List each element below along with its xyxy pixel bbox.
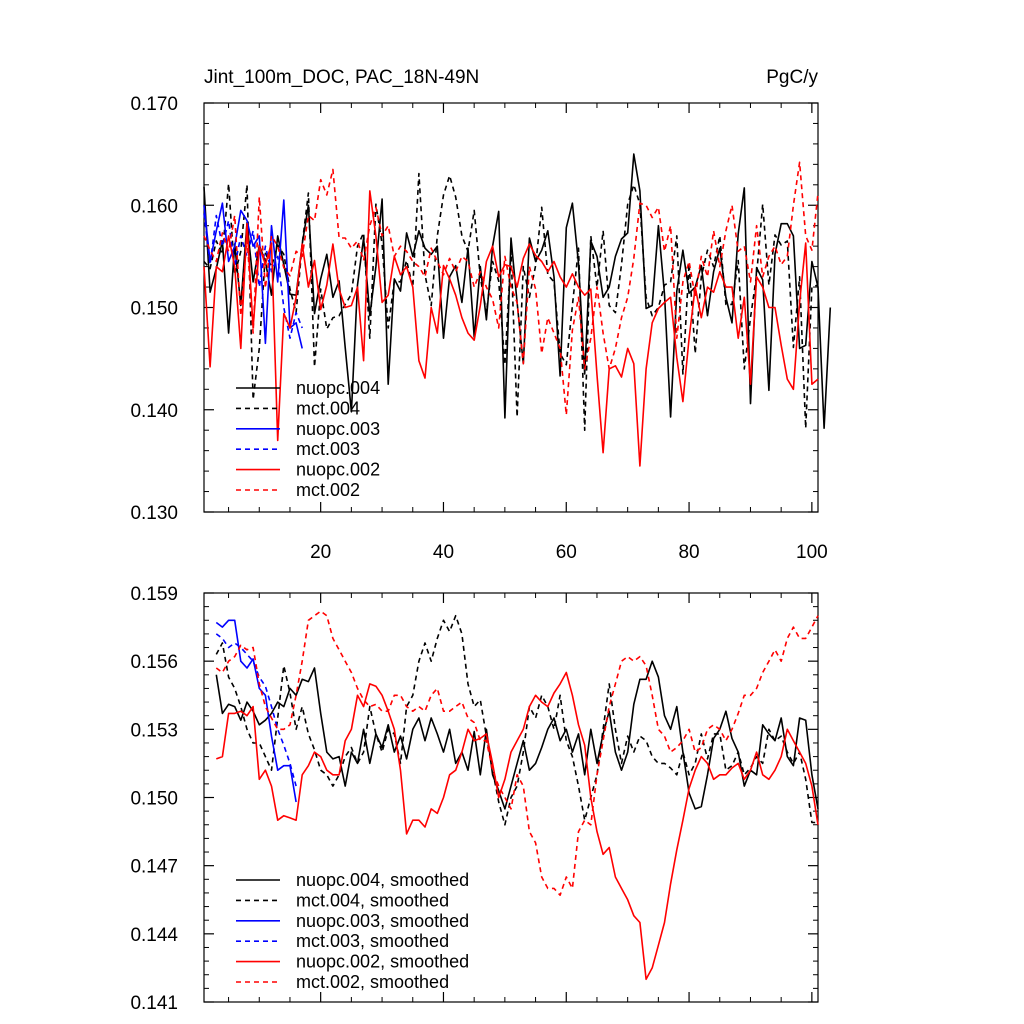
bottom-legend-label: mct.004, smoothed <box>296 890 449 910</box>
top-legend-label: mct.004 <box>296 398 360 418</box>
top-y-tick-label: 0.170 <box>130 94 178 115</box>
top-x-tick-label: 80 <box>678 542 699 563</box>
bottom-series-line-2 <box>215 614 818 826</box>
top-series-group <box>203 153 832 467</box>
bottom-legend-label: nuopc.004, smoothed <box>296 870 469 890</box>
top-legend-label: mct.002 <box>296 480 360 500</box>
top-series-line-6 <box>203 161 819 416</box>
top-axes: 0.130 0.140 0.150 0.160 0.170 20 40 60 80 100 <box>130 94 827 563</box>
top-x-tick-label: 100 <box>796 542 828 563</box>
top-x-tick-label: 40 <box>433 542 454 563</box>
top-series-line-3 <box>203 199 303 349</box>
bottom-legend-label: mct.002, smoothed <box>296 972 449 992</box>
bottom-legend-label: nuopc.002, smoothed <box>296 952 469 972</box>
top-legend-label: nuopc.004 <box>296 378 380 398</box>
bottom-series-line-3 <box>215 619 297 803</box>
top-chart-title: Jint_100m_DOC, PAC_18N-49N <box>204 67 479 88</box>
top-series-line-2 <box>203 172 819 432</box>
bottom-y-tick-label: 0.141 <box>130 993 178 1014</box>
bottom-legend-label: nuopc.003, smoothed <box>296 911 469 931</box>
top-x-tick-label: 60 <box>556 542 577 563</box>
top-legend-label: nuopc.003 <box>296 419 380 439</box>
bottom-y-tick-label: 0.147 <box>130 857 178 878</box>
top-series-line-5 <box>203 190 819 467</box>
top-y-tick-label: 0.140 <box>130 401 178 422</box>
top-legend-label: nuopc.002 <box>296 460 380 480</box>
bottom-y-tick-label: 0.144 <box>130 925 178 946</box>
top-chart-units: PgC/y <box>766 67 818 88</box>
bottom-y-tick-label: 0.153 <box>130 720 178 741</box>
bottom-series-line-6 <box>215 610 819 897</box>
top-legend: nuopc.004mct.004nuopc.003mct.003nuopc.00… <box>236 378 380 500</box>
top-y-tick-label: 0.160 <box>130 196 178 217</box>
bottom-series-line-4 <box>215 633 297 787</box>
top-x-tick-label: 20 <box>310 542 331 563</box>
top-y-tick-label: 0.150 <box>130 299 178 320</box>
top-y-tick-label: 0.130 <box>130 503 178 524</box>
bottom-axes: 0.141 0.144 0.147 0.150 0.153 0.156 0.159 <box>130 584 818 1014</box>
bottom-series-line-1 <box>215 660 819 810</box>
bottom-y-tick-label: 0.150 <box>130 789 178 810</box>
bottom-series-group <box>215 610 819 981</box>
bottom-y-tick-label: 0.156 <box>130 652 178 673</box>
bottom-y-tick-label: 0.159 <box>130 584 178 605</box>
top-legend-label: mct.003 <box>296 439 360 459</box>
bottom-series-line-5 <box>216 671 819 981</box>
bottom-legend-label: mct.003, smoothed <box>296 931 449 951</box>
